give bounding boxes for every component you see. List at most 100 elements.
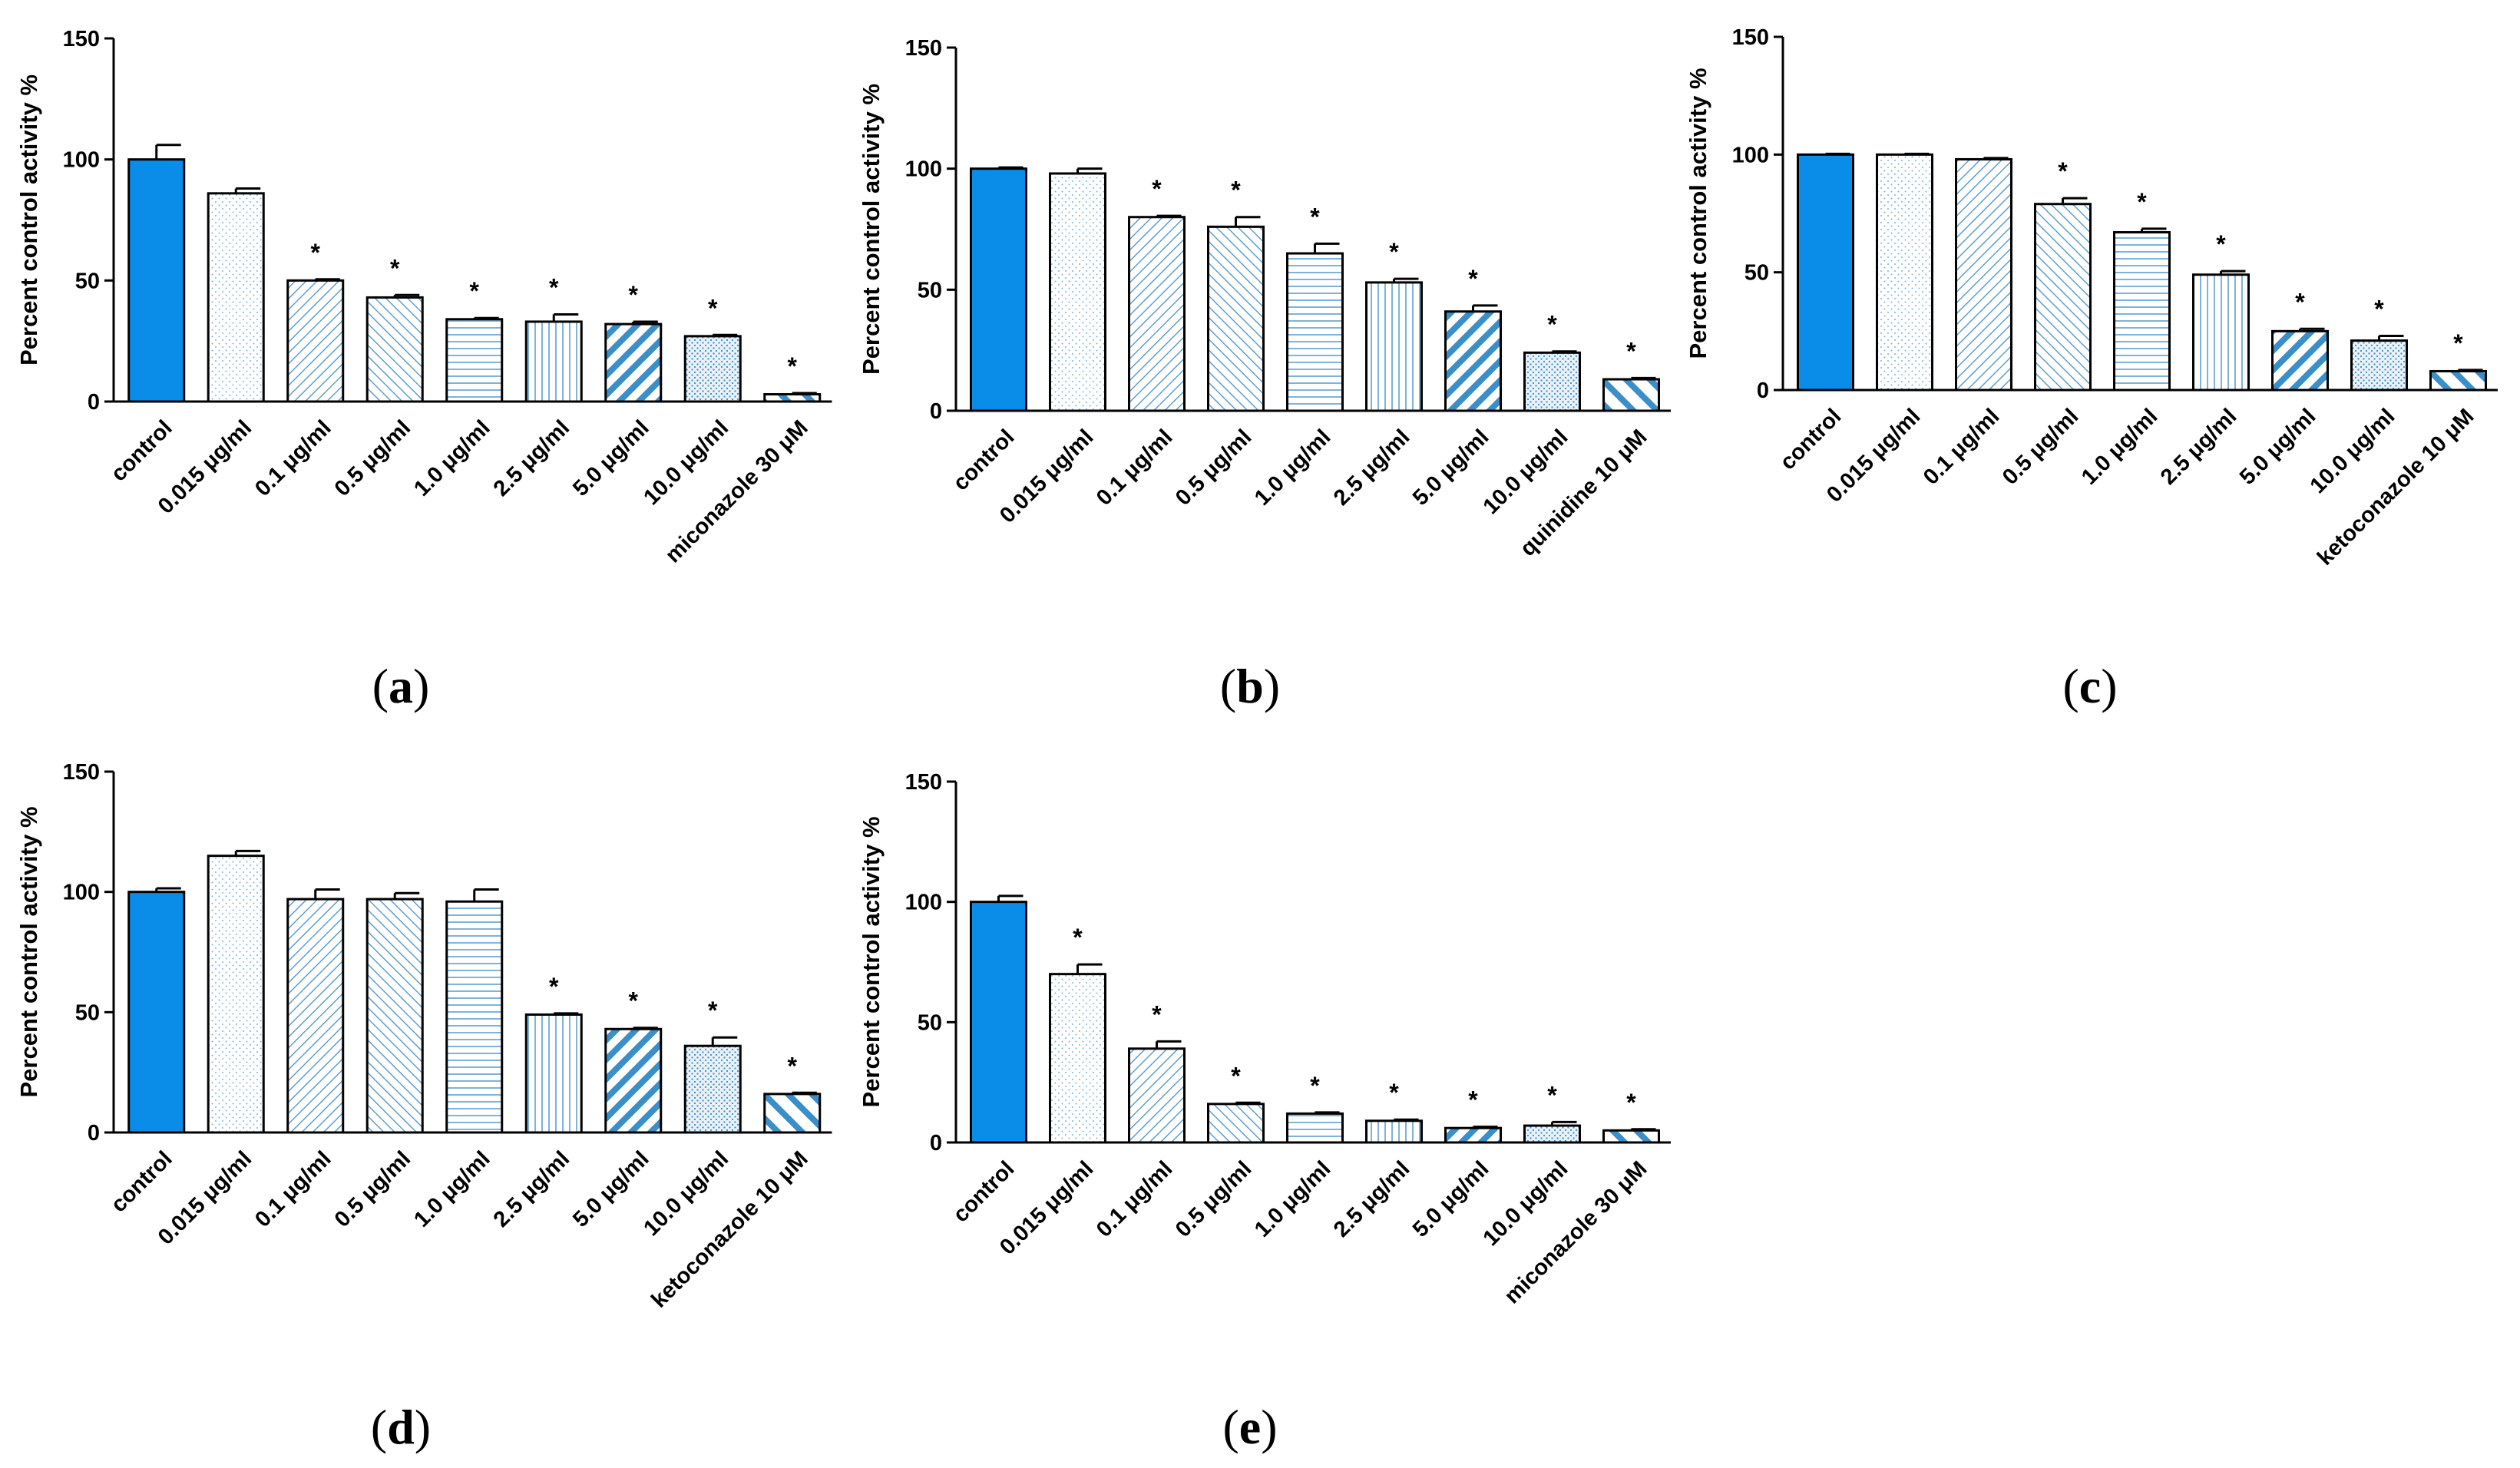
- y-tick-label: 150: [905, 36, 942, 61]
- y-tick-label: 0: [930, 399, 942, 424]
- y-tick-label: 0: [88, 390, 100, 415]
- y-tick-label: 0: [1757, 379, 1769, 403]
- bar-dose-8: [1602, 378, 1660, 412]
- bar-dose-8: [1602, 1129, 1660, 1144]
- significance-marker: *: [549, 973, 559, 1000]
- significance-marker: *: [1310, 203, 1320, 230]
- y-axis-label: Percent control activity %: [858, 84, 885, 375]
- bar-dose-8: [763, 1093, 822, 1134]
- significance-marker: *: [1626, 1089, 1636, 1116]
- x-tick-label: control: [107, 1146, 177, 1217]
- bar-dose-7: [683, 1044, 742, 1134]
- y-axis-label: Percent control activity %: [1685, 68, 1711, 359]
- x-tick-label: miconazole 30 μM: [1500, 1156, 1652, 1308]
- x-tick-label: 0.1 μg/ml: [250, 1146, 336, 1232]
- bar-dose-6: [604, 322, 663, 403]
- x-tick-label: 1.0 μg/ml: [2077, 404, 2163, 490]
- x-tick-label: 2.5 μg/ml: [489, 1146, 575, 1232]
- x-tick-label: control: [107, 415, 177, 486]
- significance-marker: *: [788, 352, 798, 380]
- bar-dose-3: [365, 898, 424, 1134]
- significance-marker: *: [708, 997, 718, 1024]
- y-tick-label: 50: [918, 1010, 942, 1035]
- panel-label-open: (: [1220, 659, 1236, 713]
- significance-marker: *: [390, 254, 400, 282]
- x-tick-label: 5.0 μg/ml: [1408, 1156, 1494, 1242]
- chart-panel-e: 0 50 100 150 Percent control activity % contr…: [858, 770, 1671, 1454]
- y-tick-label: 150: [63, 760, 100, 785]
- x-tick-label: control: [948, 1156, 1019, 1227]
- x-tick-label: 1.0 μg/ml: [409, 1146, 495, 1232]
- significance-marker: *: [2216, 230, 2226, 258]
- significance-marker: *: [788, 1052, 798, 1080]
- panel-label: (c): [2062, 659, 2117, 713]
- chart-panel-c: 0 50 100 150 Percent control activity % contr…: [1685, 25, 2498, 713]
- bar-control: [970, 901, 1027, 1144]
- bar-dose-5: [524, 320, 583, 403]
- x-tick-label: 2.5 μg/ml: [489, 415, 575, 501]
- significance-marker: *: [2453, 329, 2463, 357]
- panel-label-close: ): [1264, 659, 1280, 713]
- y-tick-label: 0: [88, 1121, 100, 1146]
- panel-label-letter: e: [1239, 1400, 1261, 1454]
- bar-dose-4: [1286, 252, 1344, 412]
- panel-label-letter: b: [1236, 659, 1264, 713]
- y-tick-label: 100: [1732, 143, 1769, 167]
- panel-label-close: ): [413, 659, 429, 713]
- bar-dose-7: [2350, 339, 2408, 392]
- y-axis-label: Percent control activity %: [15, 74, 42, 365]
- bar-control: [970, 167, 1027, 412]
- x-tick-label: 0.5 μg/ml: [1998, 404, 2084, 490]
- chart-panel-d: 0 50 100 150 Percent control activity % contr…: [15, 760, 832, 1454]
- chart-panel-a: 0 50 100 150 Percent control activity % contr…: [15, 27, 832, 713]
- bar-control: [127, 158, 186, 403]
- bar-dose-6: [1444, 310, 1502, 412]
- y-tick-label: 150: [63, 27, 100, 51]
- x-tick-label: miconazole 30 μM: [661, 415, 813, 567]
- significance-marker: *: [1152, 1000, 1162, 1028]
- panel-label: (b): [1220, 659, 1280, 713]
- bar-dose-2: [1955, 157, 2012, 392]
- bar-dose-5: [1365, 1119, 1423, 1144]
- y-tick-label: 50: [918, 278, 942, 303]
- x-tick-label: 5.0 μg/ml: [1408, 425, 1494, 511]
- x-tick-label: 1.0 μg/ml: [1250, 1156, 1336, 1242]
- bar-dose-7: [683, 335, 742, 403]
- x-tick-label: ketoconazole 10 μM: [647, 1146, 812, 1312]
- x-tick-label: 5.0 μg/ml: [568, 415, 654, 501]
- bar-dose-5: [2192, 273, 2250, 392]
- x-tick-label: 5.0 μg/ml: [568, 1146, 654, 1232]
- significance-marker: *: [1073, 924, 1083, 951]
- y-axis-label: Percent control activity %: [858, 816, 885, 1107]
- bar-dose-8: [2429, 369, 2487, 392]
- bar-dose-1: [1876, 153, 1933, 392]
- bar-dose-2: [1128, 1047, 1186, 1144]
- bar-dose-5: [524, 1013, 583, 1134]
- significance-marker: *: [311, 239, 321, 266]
- bar-dose-3: [1207, 1103, 1265, 1144]
- y-tick-label: 150: [905, 770, 942, 795]
- panel-label: (a): [372, 659, 430, 713]
- y-tick-label: 150: [1732, 25, 1769, 50]
- bar-dose-2: [286, 279, 345, 403]
- panel-label-open: (: [1222, 1400, 1239, 1454]
- panel-label-letter: a: [389, 659, 413, 713]
- bar-dose-1: [1049, 172, 1106, 412]
- bar-dose-1: [207, 192, 265, 403]
- bar-dose-5: [1365, 281, 1423, 412]
- significance-marker: *: [1547, 1081, 1557, 1109]
- y-tick-label: 100: [63, 148, 100, 173]
- chart-panel-b: 0 50 100 150 Percent control activity % contr…: [858, 36, 1671, 713]
- panel-label-open: (: [372, 659, 389, 713]
- y-tick-label: 50: [75, 269, 100, 293]
- bar-dose-4: [445, 900, 504, 1134]
- bar-dose-6: [2271, 329, 2329, 392]
- significance-marker: *: [1231, 1062, 1241, 1089]
- bar-dose-6: [604, 1027, 663, 1134]
- significance-marker: *: [1310, 1072, 1320, 1099]
- x-tick-label: 0.1 μg/ml: [1919, 404, 2005, 490]
- y-axis-label: Percent control activity %: [15, 806, 42, 1097]
- significance-marker: *: [1389, 238, 1399, 266]
- x-tick-label: 1.0 μg/ml: [409, 415, 495, 501]
